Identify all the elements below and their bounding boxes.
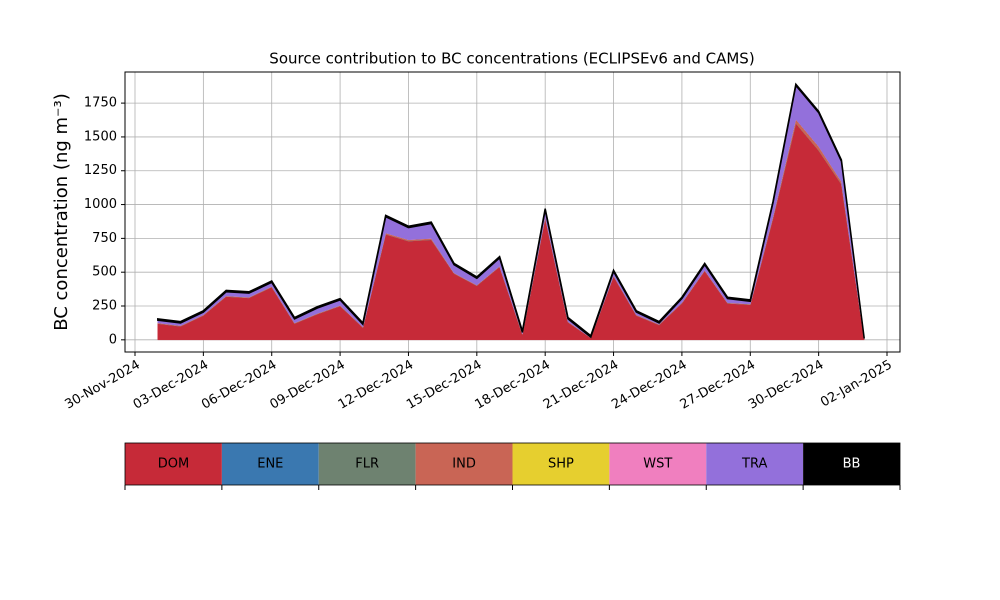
y-tick-label: 1250 (84, 163, 117, 178)
legend-label: DOM (158, 457, 189, 472)
legend-frame (124, 442, 901, 486)
legend-label: FLR (355, 457, 379, 472)
area-bb (157, 82, 865, 339)
y-tick-label: 1750 (84, 96, 117, 111)
legend-swatch (803, 443, 900, 485)
y-axis-label: BC concentration (ng m⁻³) (51, 93, 72, 331)
legend-swatch (512, 443, 610, 485)
y-tick-label: 750 (92, 231, 117, 246)
legend-swatch (221, 443, 319, 485)
legend-label: IND (452, 457, 476, 472)
y-tick-label: 500 (92, 265, 117, 280)
legend-swatch (706, 443, 804, 485)
legend-swatch (609, 443, 707, 485)
legend-swatch (318, 443, 416, 485)
y-tick-label: 0 (109, 332, 117, 347)
y-tick-label: 1500 (84, 129, 117, 144)
legend-label: BB (843, 457, 861, 472)
legend-label: ENE (257, 457, 283, 472)
y-tick-label: 250 (92, 299, 117, 314)
y-tick-label: 1000 (84, 197, 117, 212)
legend-label: TRA (741, 457, 767, 472)
plot-frame (124, 71, 901, 353)
legend-label: WST (643, 457, 672, 472)
legend-label: SHP (548, 457, 574, 472)
legend-swatch (125, 443, 222, 485)
chart-title: Source contribution to BC concentrations… (269, 50, 754, 68)
legend-swatch (415, 443, 513, 485)
